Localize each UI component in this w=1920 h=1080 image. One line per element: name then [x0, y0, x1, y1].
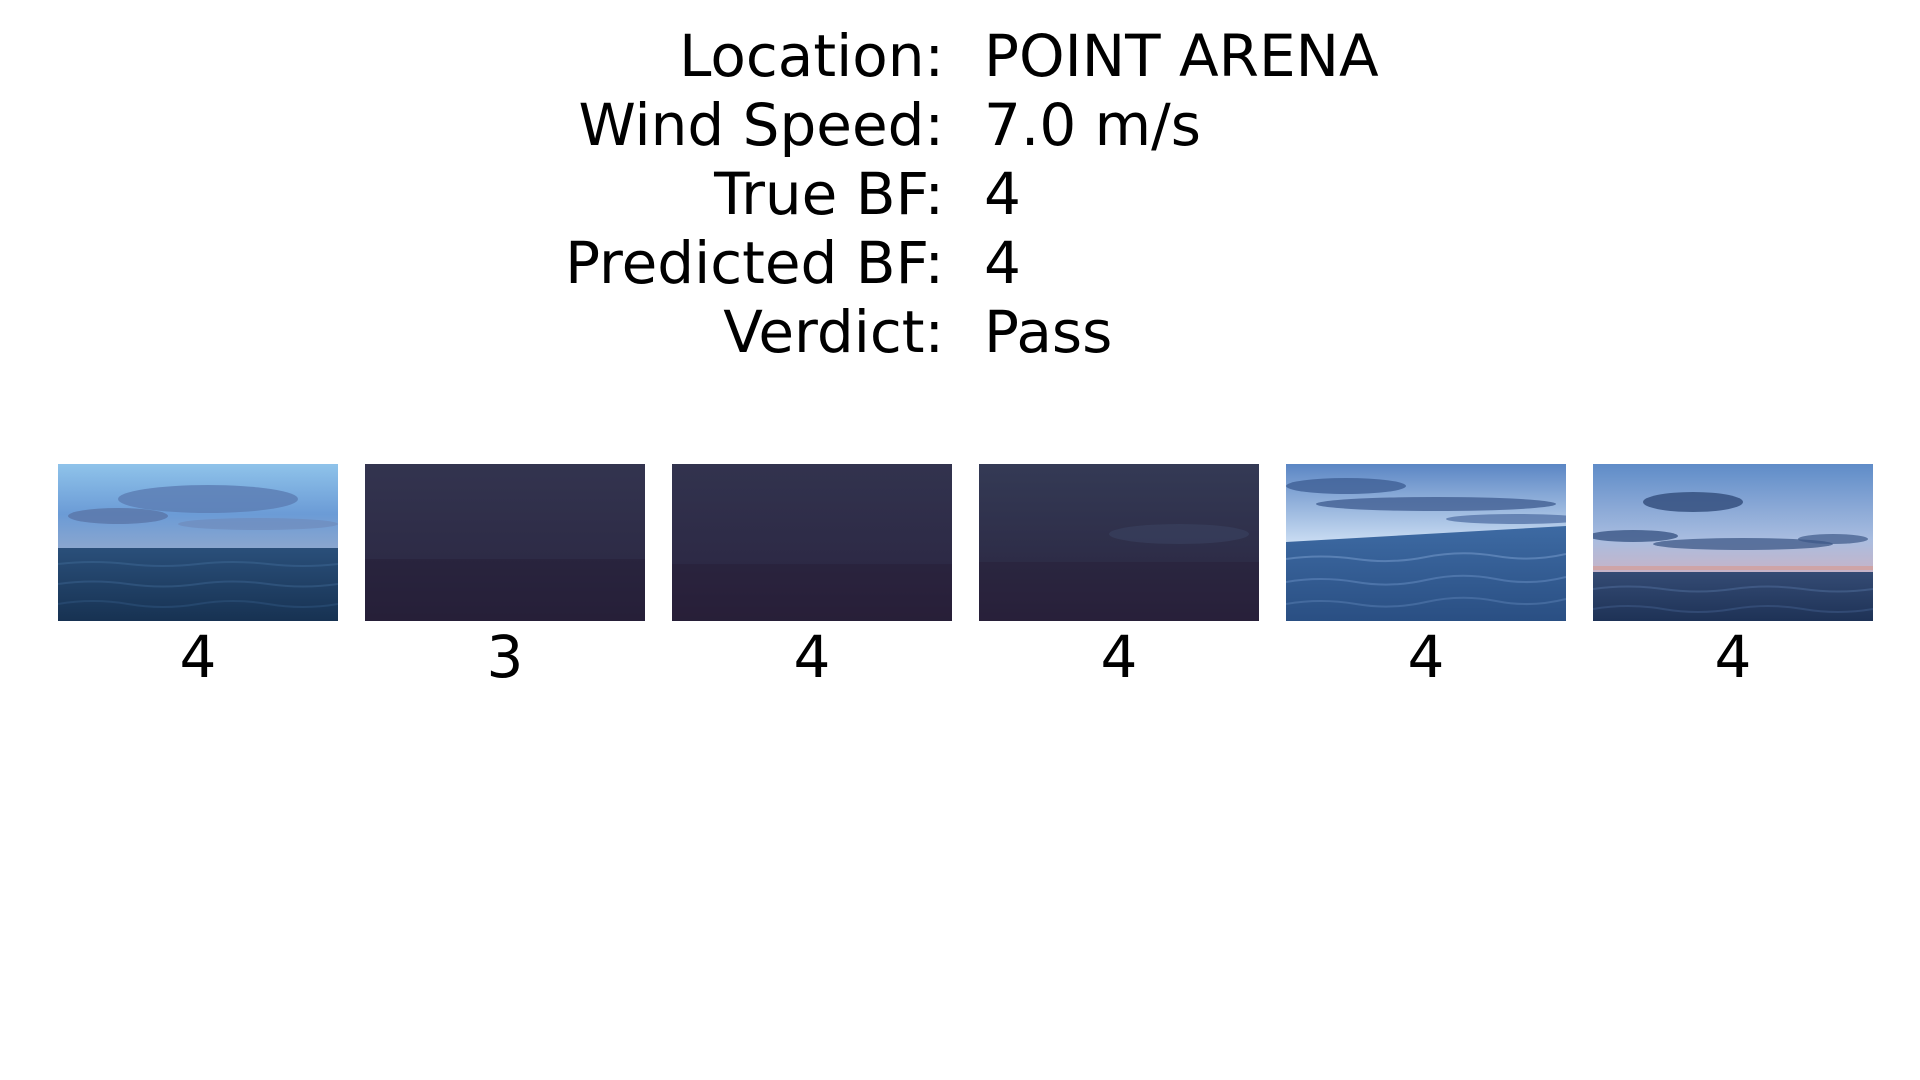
wind-speed-label: Wind Speed:	[578, 91, 944, 160]
prediction-label-6: 4	[1593, 624, 1873, 690]
location-label: Location:	[679, 22, 944, 91]
prediction-label-4: 4	[979, 624, 1259, 690]
true-bf-row: True BF: 4	[0, 160, 1920, 229]
sea-image-4	[979, 464, 1259, 621]
sea-image-1	[58, 464, 338, 621]
true-bf-value: 4	[984, 160, 1021, 229]
sea-image-3	[672, 464, 952, 621]
true-bf-label: True BF:	[714, 160, 944, 229]
verdict-label: Verdict:	[723, 298, 944, 367]
prediction-label-1: 4	[58, 624, 338, 690]
prediction-label-5: 4	[1286, 624, 1566, 690]
sea-image-6	[1593, 464, 1873, 621]
location-value: POINT ARENA	[984, 22, 1379, 91]
predicted-bf-label: Predicted BF:	[565, 229, 944, 298]
location-row: Location: POINT ARENA	[0, 22, 1920, 91]
sea-image-2	[365, 464, 645, 621]
predicted-bf-value: 4	[984, 229, 1021, 298]
sea-image-5	[1286, 464, 1566, 621]
verdict-row: Verdict: Pass	[0, 298, 1920, 367]
predicted-bf-row: Predicted BF: 4	[0, 229, 1920, 298]
wind-speed-row: Wind Speed: 7.0 m/s	[0, 91, 1920, 160]
wind-speed-value: 7.0 m/s	[984, 91, 1201, 160]
prediction-label-2: 3	[365, 624, 645, 690]
verdict-value: Pass	[984, 298, 1112, 367]
prediction-label-3: 4	[672, 624, 952, 690]
info-block: Location: POINT ARENA Wind Speed: 7.0 m/…	[0, 22, 1920, 367]
